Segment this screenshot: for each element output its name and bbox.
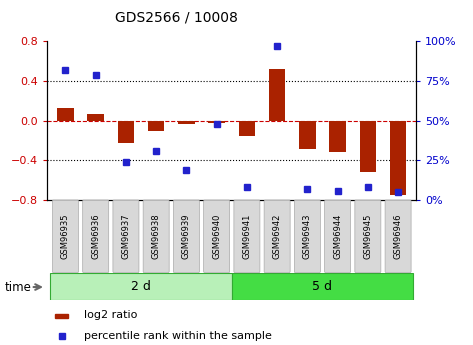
Text: GSM96935: GSM96935 [61,214,70,259]
Bar [208,121,225,123]
Text: GSM96939: GSM96939 [182,214,191,259]
Bar [178,121,195,124]
FancyBboxPatch shape [232,273,413,300]
FancyBboxPatch shape [204,200,230,273]
FancyBboxPatch shape [50,273,232,300]
Bar [299,121,315,148]
Bar [269,69,285,121]
Text: GSM96937: GSM96937 [122,214,131,259]
FancyBboxPatch shape [53,200,79,273]
FancyBboxPatch shape [385,200,411,273]
Text: time: time [5,280,32,294]
Text: GSM96946: GSM96946 [394,214,403,259]
Text: GSM96940: GSM96940 [212,214,221,259]
Text: GSM96942: GSM96942 [272,214,281,259]
Bar [359,121,376,172]
FancyBboxPatch shape [264,200,290,273]
FancyBboxPatch shape [83,200,109,273]
Text: GSM96938: GSM96938 [152,214,161,259]
Text: GSM96944: GSM96944 [333,214,342,259]
FancyBboxPatch shape [234,200,260,273]
FancyBboxPatch shape [355,200,381,273]
FancyBboxPatch shape [143,200,169,273]
Text: GSM96936: GSM96936 [91,214,100,259]
Text: GSM96943: GSM96943 [303,214,312,259]
Bar [148,121,165,131]
Bar [238,121,255,136]
Bar [390,121,406,195]
FancyBboxPatch shape [294,200,320,273]
Text: GDS2566 / 10008: GDS2566 / 10008 [115,10,238,24]
FancyBboxPatch shape [324,200,350,273]
Text: GSM96945: GSM96945 [363,214,372,259]
Text: GSM96941: GSM96941 [242,214,251,259]
FancyBboxPatch shape [113,200,139,273]
Bar [57,108,74,121]
Text: log2 ratio: log2 ratio [84,309,138,319]
Bar [329,121,346,152]
FancyBboxPatch shape [174,200,200,273]
Text: 2 d: 2 d [131,280,151,293]
Bar [88,114,104,121]
Bar [118,121,134,142]
Text: 5 d: 5 d [313,280,333,293]
Bar [55,314,68,318]
Text: percentile rank within the sample: percentile rank within the sample [84,331,272,341]
